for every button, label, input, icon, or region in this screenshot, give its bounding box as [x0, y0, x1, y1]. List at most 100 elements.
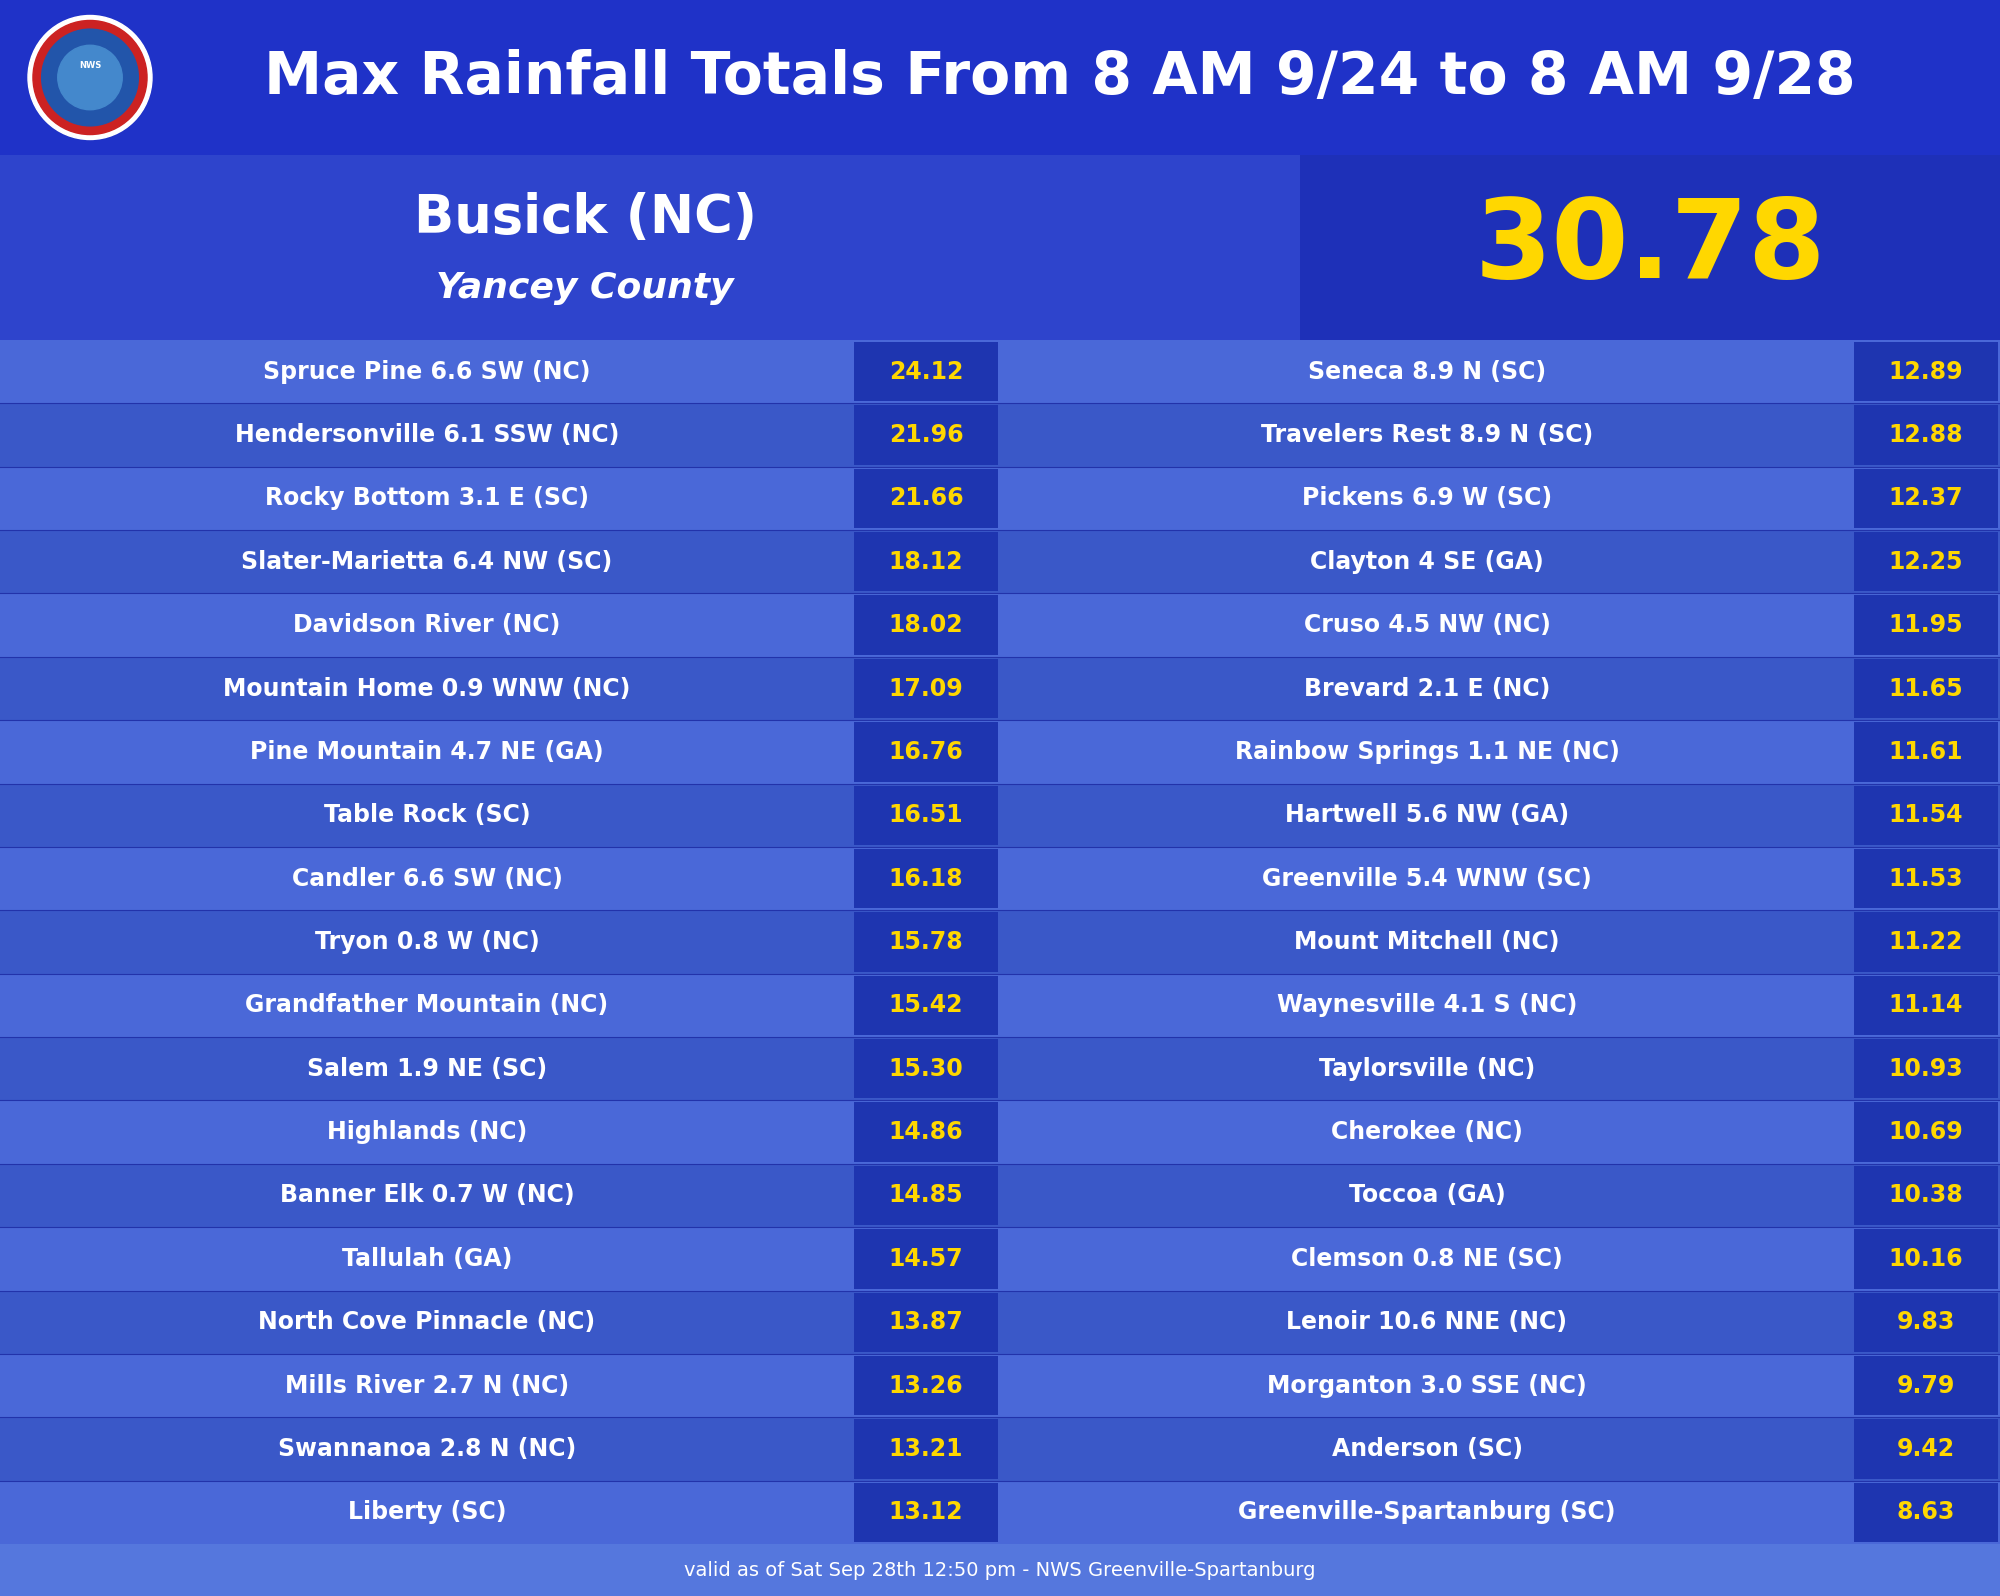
Text: 11.95: 11.95	[1888, 613, 1964, 637]
Text: 8.63: 8.63	[1896, 1500, 1956, 1524]
Text: 10.16: 10.16	[1888, 1246, 1964, 1270]
FancyBboxPatch shape	[854, 469, 998, 528]
FancyBboxPatch shape	[854, 785, 998, 844]
Text: Pickens 6.9 W (SC): Pickens 6.9 W (SC)	[1302, 487, 1552, 511]
FancyBboxPatch shape	[0, 466, 2000, 530]
FancyBboxPatch shape	[0, 1353, 2000, 1417]
FancyBboxPatch shape	[854, 1165, 998, 1226]
FancyBboxPatch shape	[1854, 595, 1998, 654]
FancyBboxPatch shape	[1854, 1357, 1998, 1416]
FancyBboxPatch shape	[854, 913, 998, 972]
Text: 12.37: 12.37	[1888, 487, 1964, 511]
Text: NWS: NWS	[78, 61, 102, 70]
FancyBboxPatch shape	[0, 340, 2000, 404]
Circle shape	[28, 16, 152, 139]
Text: 16.18: 16.18	[888, 867, 964, 891]
FancyBboxPatch shape	[1854, 1229, 1998, 1288]
Text: 15.42: 15.42	[888, 993, 964, 1017]
Text: 9.83: 9.83	[1896, 1310, 1956, 1334]
FancyBboxPatch shape	[0, 1481, 2000, 1543]
Text: 18.02: 18.02	[888, 613, 964, 637]
Text: 10.93: 10.93	[1888, 1057, 1964, 1080]
FancyBboxPatch shape	[854, 595, 998, 654]
Text: 16.51: 16.51	[888, 803, 964, 827]
Text: 10.69: 10.69	[1888, 1120, 1964, 1144]
Circle shape	[42, 29, 138, 126]
FancyBboxPatch shape	[1854, 975, 1998, 1036]
Text: Swannanoa 2.8 N (NC): Swannanoa 2.8 N (NC)	[278, 1436, 576, 1460]
FancyBboxPatch shape	[854, 1483, 998, 1542]
Text: Hendersonville 6.1 SSW (NC): Hendersonville 6.1 SSW (NC)	[234, 423, 620, 447]
FancyBboxPatch shape	[0, 1227, 2000, 1291]
FancyBboxPatch shape	[1854, 1165, 1998, 1226]
FancyBboxPatch shape	[854, 1103, 998, 1162]
FancyBboxPatch shape	[1854, 1039, 1998, 1098]
Text: 24.12: 24.12	[888, 359, 964, 383]
Text: 15.78: 15.78	[888, 930, 964, 954]
FancyBboxPatch shape	[854, 1229, 998, 1288]
Text: Salem 1.9 NE (SC): Salem 1.9 NE (SC)	[306, 1057, 548, 1080]
Text: 21.66: 21.66	[888, 487, 964, 511]
Text: 21.96: 21.96	[888, 423, 964, 447]
FancyBboxPatch shape	[0, 594, 2000, 658]
Text: Cruso 4.5 NW (NC): Cruso 4.5 NW (NC)	[1304, 613, 1550, 637]
Text: Mountain Home 0.9 WNW (NC): Mountain Home 0.9 WNW (NC)	[224, 677, 630, 701]
FancyBboxPatch shape	[0, 1417, 2000, 1481]
FancyBboxPatch shape	[0, 404, 2000, 466]
FancyBboxPatch shape	[1854, 531, 1998, 592]
Text: 11.61: 11.61	[1888, 741, 1964, 764]
FancyBboxPatch shape	[0, 720, 2000, 784]
FancyBboxPatch shape	[1854, 849, 1998, 908]
Text: 16.76: 16.76	[888, 741, 964, 764]
FancyBboxPatch shape	[0, 1163, 2000, 1227]
Text: Cherokee (NC): Cherokee (NC)	[1332, 1120, 1522, 1144]
Text: Waynesville 4.1 S (NC): Waynesville 4.1 S (NC)	[1276, 993, 1578, 1017]
Text: 9.79: 9.79	[1896, 1374, 1956, 1398]
FancyBboxPatch shape	[1854, 342, 1998, 401]
Text: Clemson 0.8 NE (SC): Clemson 0.8 NE (SC)	[1292, 1246, 1562, 1270]
Text: Slater-Marietta 6.4 NW (SC): Slater-Marietta 6.4 NW (SC)	[242, 549, 612, 575]
FancyBboxPatch shape	[1854, 405, 1998, 464]
FancyBboxPatch shape	[0, 155, 1300, 340]
FancyBboxPatch shape	[0, 530, 2000, 594]
FancyBboxPatch shape	[854, 723, 998, 782]
FancyBboxPatch shape	[854, 531, 998, 592]
FancyBboxPatch shape	[1854, 723, 1998, 782]
Text: Yancey County: Yancey County	[436, 271, 734, 305]
Text: Highlands (NC): Highlands (NC)	[326, 1120, 528, 1144]
Text: Greenville-Spartanburg (SC): Greenville-Spartanburg (SC)	[1238, 1500, 1616, 1524]
FancyBboxPatch shape	[1300, 155, 2000, 340]
FancyBboxPatch shape	[1854, 659, 1998, 718]
Text: 11.14: 11.14	[1888, 993, 1964, 1017]
Text: Tryon 0.8 W (NC): Tryon 0.8 W (NC)	[314, 930, 540, 954]
Text: 13.12: 13.12	[888, 1500, 964, 1524]
Text: Table Rock (SC): Table Rock (SC)	[324, 803, 530, 827]
Text: Max Rainfall Totals From 8 AM 9/24 to 8 AM 9/28: Max Rainfall Totals From 8 AM 9/24 to 8 …	[264, 49, 1856, 105]
FancyBboxPatch shape	[854, 342, 998, 401]
Text: 11.54: 11.54	[1888, 803, 1964, 827]
Text: Spruce Pine 6.6 SW (NC): Spruce Pine 6.6 SW (NC)	[264, 359, 590, 383]
FancyBboxPatch shape	[0, 974, 2000, 1037]
Text: 13.26: 13.26	[888, 1374, 964, 1398]
Text: 14.57: 14.57	[888, 1246, 964, 1270]
Text: 12.88: 12.88	[1888, 423, 1964, 447]
FancyBboxPatch shape	[854, 1419, 998, 1478]
Text: 18.12: 18.12	[888, 549, 964, 575]
Text: Pine Mountain 4.7 NE (GA): Pine Mountain 4.7 NE (GA)	[250, 741, 604, 764]
FancyBboxPatch shape	[854, 1357, 998, 1416]
FancyBboxPatch shape	[0, 1100, 2000, 1163]
FancyBboxPatch shape	[854, 405, 998, 464]
Text: Liberty (SC): Liberty (SC)	[348, 1500, 506, 1524]
FancyBboxPatch shape	[0, 1037, 2000, 1100]
FancyBboxPatch shape	[0, 847, 2000, 910]
FancyBboxPatch shape	[1854, 785, 1998, 844]
FancyBboxPatch shape	[854, 975, 998, 1036]
Text: Travelers Rest 8.9 N (SC): Travelers Rest 8.9 N (SC)	[1260, 423, 1594, 447]
Text: Morganton 3.0 SSE (NC): Morganton 3.0 SSE (NC)	[1268, 1374, 1586, 1398]
Text: 9.42: 9.42	[1896, 1436, 1956, 1460]
Text: North Cove Pinnacle (NC): North Cove Pinnacle (NC)	[258, 1310, 596, 1334]
Text: Taylorsville (NC): Taylorsville (NC)	[1318, 1057, 1536, 1080]
FancyBboxPatch shape	[1854, 1419, 1998, 1478]
Text: 11.53: 11.53	[1888, 867, 1964, 891]
FancyBboxPatch shape	[0, 910, 2000, 974]
